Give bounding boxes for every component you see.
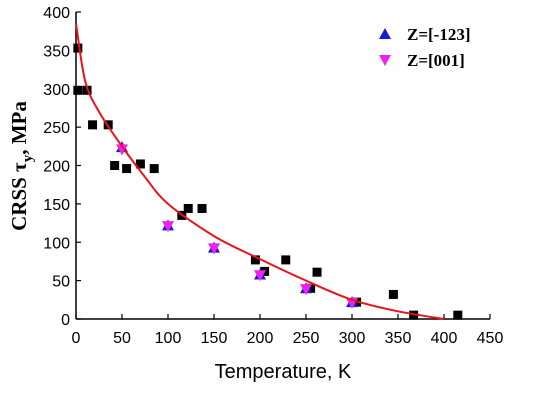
data-point <box>312 267 322 277</box>
x-tick-label: 450 <box>477 330 504 347</box>
data-point <box>73 43 83 53</box>
legend-label: Z=[-123] <box>407 25 471 44</box>
y-tick-label: 400 <box>43 5 70 22</box>
data-point <box>388 289 398 299</box>
data-point <box>73 85 83 95</box>
data-point <box>254 270 266 282</box>
y-tick-label: 350 <box>43 43 70 60</box>
data-point <box>379 55 391 66</box>
legend-label: Z=[001] <box>407 51 465 70</box>
x-tick-label: 350 <box>385 330 412 347</box>
data-point <box>306 283 316 293</box>
x-tick-label: 250 <box>293 330 320 347</box>
data-point <box>453 310 463 320</box>
data-point <box>135 159 145 169</box>
data-point <box>110 161 120 170</box>
x-tick-label: 50 <box>113 330 131 347</box>
data-point <box>300 284 312 296</box>
data-point <box>379 28 391 39</box>
data-point <box>122 164 132 174</box>
data-point <box>88 120 98 130</box>
data-point <box>208 243 220 255</box>
y-tick-label: 200 <box>43 159 70 176</box>
x-tick-label: 150 <box>201 330 228 347</box>
y-tick-label: 250 <box>43 120 70 137</box>
y-axis-label-sub: y <box>20 154 36 162</box>
data-point <box>116 144 128 156</box>
y-tick-label: 0 <box>61 312 70 329</box>
x-tick-label: 200 <box>247 330 274 347</box>
x-tick-label: 0 <box>72 330 81 347</box>
x-tick-label: 400 <box>431 330 458 347</box>
data-point <box>197 203 207 213</box>
y-tick-label: 150 <box>43 197 70 214</box>
data-point <box>183 203 193 213</box>
y-tick-label: 50 <box>52 274 70 291</box>
data-point <box>149 164 159 174</box>
fit-curve <box>75 23 445 320</box>
data-point <box>82 85 92 95</box>
data-point <box>162 221 174 233</box>
x-tick-label: 300 <box>339 330 366 347</box>
x-tick-label: 100 <box>155 330 182 347</box>
y-axis-label-main: CRSS τ <box>7 162 31 231</box>
y-tick-label: 300 <box>43 82 70 99</box>
data-point <box>281 255 291 265</box>
y-axis-label: CRSS τy, MPa <box>7 101 36 231</box>
y-tick-label: 100 <box>43 235 70 252</box>
data-point <box>250 255 260 265</box>
x-axis-label: Temperature, K <box>215 361 352 383</box>
y-axis-label-suffix: , MPa <box>7 101 31 155</box>
